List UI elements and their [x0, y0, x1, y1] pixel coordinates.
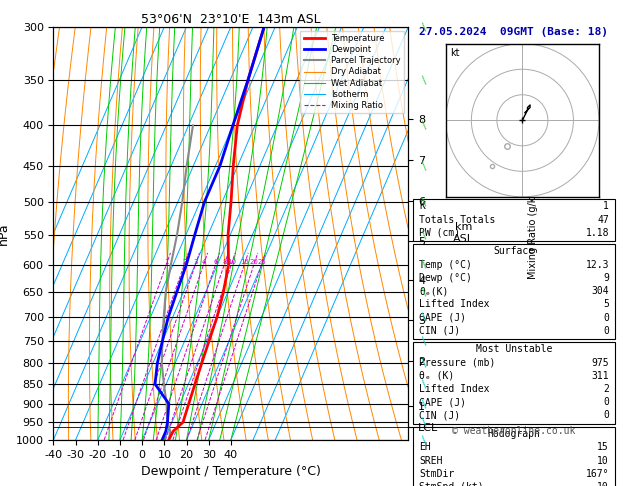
Text: /: /	[419, 379, 430, 390]
Y-axis label: km
ASL: km ASL	[453, 223, 474, 244]
Text: 8: 8	[222, 259, 226, 264]
Text: /: /	[419, 286, 430, 297]
Text: 6: 6	[213, 259, 218, 264]
Text: /: /	[419, 358, 430, 369]
Text: 15: 15	[240, 259, 249, 264]
Text: CAPE (J): CAPE (J)	[419, 312, 466, 323]
Text: EH: EH	[419, 442, 431, 452]
Text: 25: 25	[257, 259, 266, 264]
Text: θₑ (K): θₑ (K)	[419, 371, 454, 381]
Text: /: /	[419, 196, 430, 208]
Text: StmDir: StmDir	[419, 469, 454, 479]
Text: 9: 9	[603, 273, 609, 283]
Text: 0: 0	[603, 326, 609, 336]
Text: K: K	[419, 202, 425, 211]
Text: 304: 304	[591, 286, 609, 296]
Text: 47: 47	[598, 215, 609, 225]
Text: 20: 20	[250, 259, 259, 264]
Text: Temp (°C): Temp (°C)	[419, 260, 472, 270]
Text: Most Unstable: Most Unstable	[476, 345, 552, 354]
Text: /: /	[419, 417, 430, 428]
Text: 4: 4	[201, 259, 206, 264]
Text: 2: 2	[182, 259, 186, 264]
Text: Totals Totals: Totals Totals	[419, 215, 495, 225]
Text: /: /	[419, 398, 430, 409]
Text: Surface: Surface	[493, 246, 535, 257]
Text: 5: 5	[603, 299, 609, 310]
Text: SREH: SREH	[419, 455, 442, 466]
Text: 0: 0	[603, 411, 609, 420]
Text: /: /	[419, 312, 430, 323]
Text: Lifted Index: Lifted Index	[419, 384, 489, 394]
Text: CAPE (J): CAPE (J)	[419, 397, 466, 407]
Text: Lifted Index: Lifted Index	[419, 299, 489, 310]
Text: StmSpd (kt): StmSpd (kt)	[419, 482, 484, 486]
Text: Dewp (°C): Dewp (°C)	[419, 273, 472, 283]
Text: Hodograph: Hodograph	[487, 429, 540, 439]
Text: 10: 10	[598, 482, 609, 486]
Text: Pressure (mb): Pressure (mb)	[419, 358, 495, 367]
Text: 2: 2	[603, 384, 609, 394]
Text: 311: 311	[591, 371, 609, 381]
Text: 15: 15	[598, 442, 609, 452]
Text: kt: kt	[450, 48, 460, 58]
Text: Mixing Ratio (g/kg): Mixing Ratio (g/kg)	[528, 187, 538, 279]
Title: 53°06'N  23°10'E  143m ASL: 53°06'N 23°10'E 143m ASL	[141, 13, 321, 26]
Text: /: /	[419, 21, 430, 33]
Text: 10: 10	[227, 259, 236, 264]
Text: /: /	[419, 120, 430, 131]
Text: CIN (J): CIN (J)	[419, 326, 460, 336]
Text: /: /	[419, 434, 430, 446]
Text: 1: 1	[164, 259, 169, 264]
Text: © weatheronline.co.uk: © weatheronline.co.uk	[452, 426, 576, 436]
Text: /: /	[419, 229, 430, 240]
X-axis label: Dewpoint / Temperature (°C): Dewpoint / Temperature (°C)	[141, 465, 321, 478]
Text: 3: 3	[193, 259, 198, 264]
Text: PW (cm): PW (cm)	[419, 228, 460, 238]
Text: CIN (J): CIN (J)	[419, 411, 460, 420]
Text: 0: 0	[603, 312, 609, 323]
Text: 10: 10	[598, 455, 609, 466]
Y-axis label: hPa: hPa	[0, 222, 10, 244]
Text: /: /	[419, 335, 430, 347]
Text: 167°: 167°	[586, 469, 609, 479]
Text: /: /	[419, 259, 430, 270]
Text: θₑ(K): θₑ(K)	[419, 286, 448, 296]
Text: 1.18: 1.18	[586, 228, 609, 238]
Legend: Temperature, Dewpoint, Parcel Trajectory, Dry Adiabat, Wet Adiabat, Isotherm, Mi: Temperature, Dewpoint, Parcel Trajectory…	[301, 31, 404, 113]
Text: /: /	[419, 160, 430, 172]
Text: 27.05.2024  09GMT (Base: 18): 27.05.2024 09GMT (Base: 18)	[420, 27, 608, 37]
Text: /: /	[419, 74, 430, 85]
Text: 975: 975	[591, 358, 609, 367]
Text: 0: 0	[603, 397, 609, 407]
Text: 12.3: 12.3	[586, 260, 609, 270]
Text: 1: 1	[603, 202, 609, 211]
